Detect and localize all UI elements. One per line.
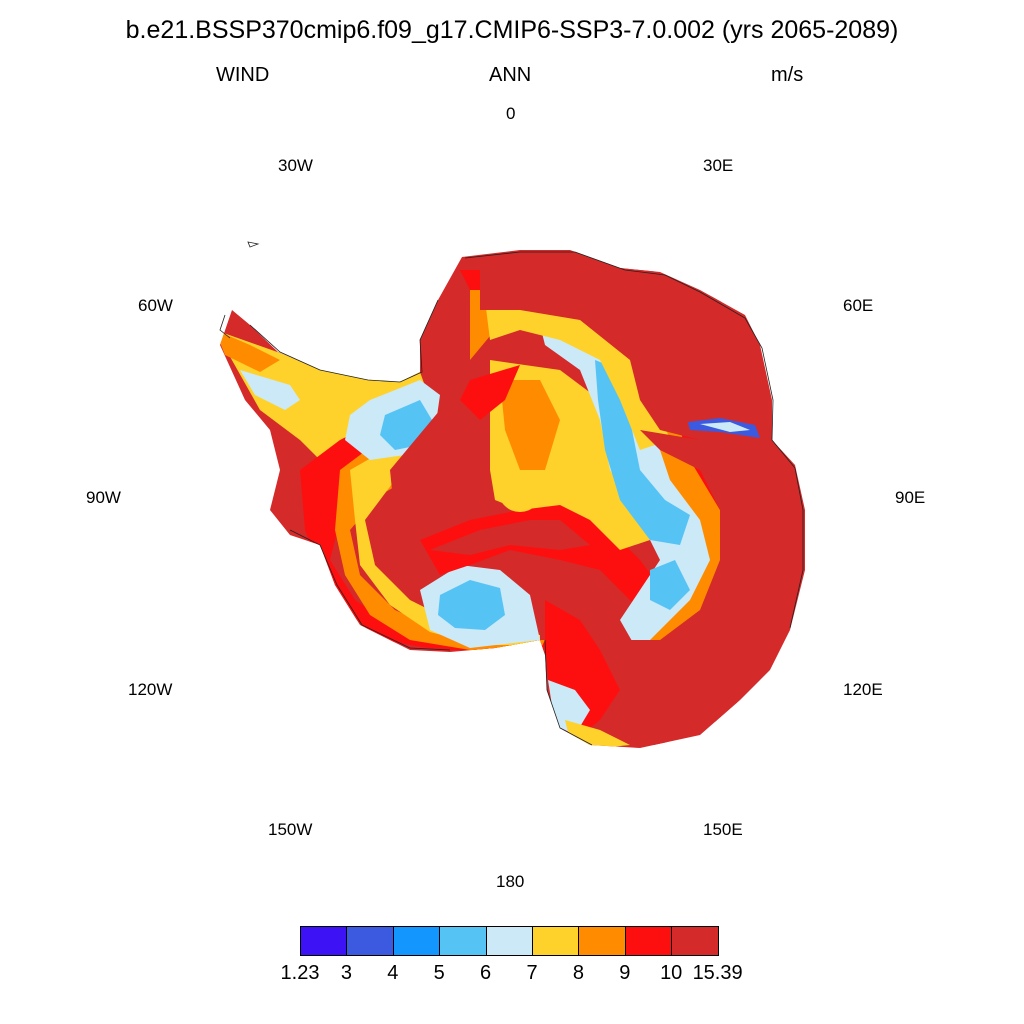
lon-label-120e: 120E <box>843 680 883 699</box>
colorbar-swatch <box>300 926 348 956</box>
colorbar-swatch <box>624 926 673 956</box>
colorbar-swatch <box>439 926 487 956</box>
plot-title: b.e21.BSSP370cmip6.f09_g17.CMIP6-SSP3-7.… <box>125 16 899 44</box>
colorbar-swatch <box>346 926 394 956</box>
lon-label-60w: 60W <box>138 296 173 315</box>
colorbar-label: 8 <box>572 962 584 984</box>
lon-label-60e: 60E <box>843 296 874 315</box>
lon-label-150e: 150E <box>703 820 743 839</box>
lon-label-0: 0 <box>506 104 516 123</box>
lon-label-90e: 90E <box>895 488 926 507</box>
lon-label-120w: 120W <box>128 680 173 699</box>
colorbar-label: 6 <box>480 962 492 984</box>
colorbar-label: 10 <box>660 962 683 984</box>
colorbar-label: 9 <box>619 962 631 984</box>
colorbar-label: 15.39 <box>692 962 743 984</box>
colorbar-swatch <box>392 926 441 956</box>
colorbar-swatch <box>671 926 719 956</box>
colorbar-label: 3 <box>340 962 352 984</box>
lon-label-30w: 30W <box>278 156 313 175</box>
lon-label-30e: 30E <box>703 156 734 175</box>
variable-label: WIND <box>216 64 270 86</box>
units-label: m/s <box>771 64 804 86</box>
lon-label-150w: 150W <box>268 820 313 839</box>
colorbar-label: 7 <box>526 962 538 984</box>
colorbar-swatch <box>578 926 626 956</box>
lon-label-90w: 90W <box>86 488 121 507</box>
coastline <box>219 241 804 746</box>
colorbar-swatch <box>485 926 533 956</box>
colorbar-label: 4 <box>387 962 399 984</box>
season-label: ANN <box>489 64 532 86</box>
colorbar-label: 5 <box>433 962 445 984</box>
colorbar-label: 1.23 <box>280 962 320 984</box>
colorbar-swatch <box>532 926 580 956</box>
lon-label-180: 180 <box>496 872 525 891</box>
